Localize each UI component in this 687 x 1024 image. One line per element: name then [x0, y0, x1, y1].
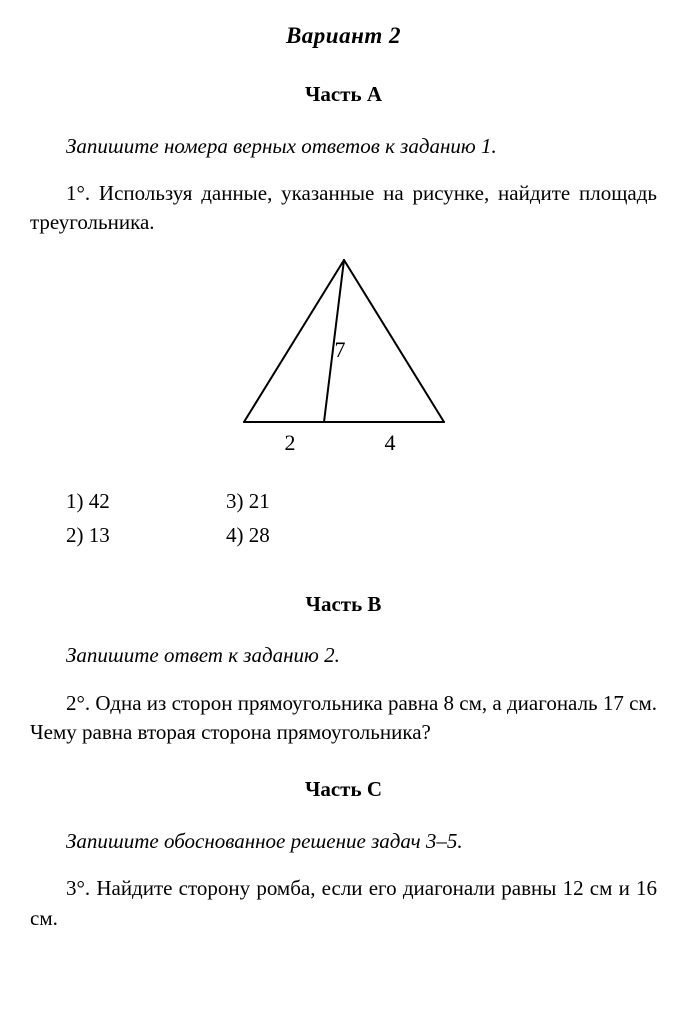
answer-option-4: 4) 28	[226, 521, 346, 550]
variant-title: Вариант 2	[30, 20, 657, 52]
part-c-instruction: Запишите обоснованное решение задач 3–5.	[30, 827, 657, 856]
problem-1-figure: 7 2 4	[30, 252, 657, 465]
answer-option-3: 3) 21	[226, 487, 346, 516]
svg-text:4: 4	[384, 430, 395, 455]
part-a-heading: Часть A	[30, 80, 657, 109]
answer-option-2: 2) 13	[66, 521, 186, 550]
problem-3-text: 3°. Найдите сторону ромба, если его диаг…	[30, 874, 657, 933]
problem-2-text: 2°. Одна из сторон прямоугольника равна …	[30, 689, 657, 748]
problem-1-answers: 1) 42 3) 21 2) 13 4) 28	[66, 487, 657, 550]
part-a-instruction: Запишите номера верных ответов к заданию…	[30, 132, 657, 161]
answer-option-1: 1) 42	[66, 487, 186, 516]
part-c-heading: Часть C	[30, 775, 657, 804]
svg-text:2: 2	[284, 430, 295, 455]
part-b-heading: Часть B	[30, 590, 657, 619]
problem-1-text: 1°. Используя данные, указанные на рисун…	[30, 179, 657, 238]
part-b-instruction: Запишите ответ к заданию 2.	[30, 641, 657, 670]
svg-text:7: 7	[334, 337, 345, 362]
